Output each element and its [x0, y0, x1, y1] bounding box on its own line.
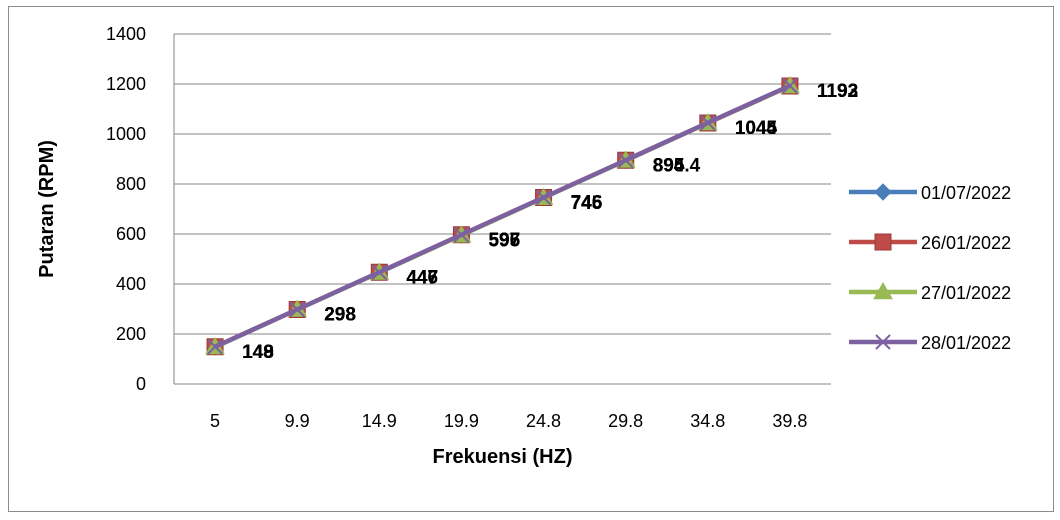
data-label: 1044 [735, 118, 778, 139]
data-label: 1044 [735, 118, 778, 139]
marker-x-stroke [289, 301, 305, 318]
data-label: 298 [324, 305, 356, 326]
data-label: 597 [488, 230, 520, 251]
data-label: 447 [406, 267, 438, 288]
x-tick-label: 29.8 [608, 411, 643, 431]
data-labels: 1482984475967458941045119314929844759774… [242, 81, 858, 363]
data-point [535, 189, 552, 206]
data-label: 745 [571, 193, 603, 214]
data-label: 895 [653, 155, 685, 176]
marker-x-stroke [453, 227, 470, 243]
x-tick-label: 14.9 [362, 411, 397, 431]
y-tick-label: 800 [116, 174, 146, 194]
data-label: 596 [488, 230, 520, 251]
y-tick-label: 0 [136, 374, 146, 394]
data-label: 447 [406, 267, 438, 288]
data-label: 298 [324, 305, 356, 326]
data-label: 1192 [817, 81, 858, 102]
y-tick-label: 1400 [106, 24, 146, 44]
legend-label: 28/01/2022 [921, 333, 1011, 353]
x-tick-label: 19.9 [444, 411, 479, 431]
x-tick-label: 34.8 [690, 411, 725, 431]
y-tick-label: 400 [116, 274, 146, 294]
data-point [453, 227, 470, 243]
x-tick-label: 24.8 [526, 411, 561, 431]
data-label: 148 [242, 342, 274, 363]
data-label: 447 [406, 267, 438, 288]
y-tick-label: 600 [116, 224, 146, 244]
legend-item: 28/01/2022 [849, 333, 1011, 353]
y-tick-label: 1000 [106, 124, 146, 144]
legend-item: 26/01/2022 [849, 233, 1011, 253]
marker-x-stroke [782, 78, 798, 94]
y-axis-title: Putaran (RPM) [36, 140, 58, 278]
legend-label: 01/07/2022 [921, 183, 1011, 203]
legend-label: 26/01/2022 [921, 233, 1011, 253]
marker-x-stroke [535, 189, 552, 206]
gridlines [173, 33, 831, 385]
marker-x-stroke [875, 334, 891, 350]
legend-marker [874, 233, 892, 251]
y-tick-label: 1200 [106, 74, 146, 94]
data-point [782, 78, 798, 94]
marker-x-stroke [700, 115, 716, 131]
data-label: 595 [488, 230, 520, 251]
data-label: 895 [653, 155, 685, 176]
data-label: 746 [571, 193, 603, 214]
legend: 01/07/2022 26/01/2022 27/01/2022 28/01/2022 [849, 183, 1011, 353]
marker-x-stroke [371, 264, 388, 280]
data-label: 894 [653, 156, 685, 177]
data-label: 149 [242, 342, 274, 363]
x-axis-title: Frekuensi (HZ) [432, 446, 572, 468]
data-point [289, 301, 305, 318]
x-tick-label: 9.9 [285, 411, 310, 431]
chart-frame: 0 200 400 600 800 1000 1200 1400 5 9.9 14.9 19.9 24… [8, 6, 1054, 512]
data-point [617, 152, 634, 168]
y-tick-label: 200 [116, 324, 146, 344]
data-point [371, 264, 388, 280]
x-tick-labels: 5 9.9 14.9 19.9 24.8 29.8 34.8 39.8 [210, 411, 807, 431]
data-label: 1193 [817, 81, 858, 102]
data-label: 148 [242, 342, 274, 363]
data-label: 1045 [735, 118, 778, 139]
data-label: 597 [488, 230, 520, 251]
x-tick-label: 39.8 [772, 411, 807, 431]
legend-marker [875, 334, 891, 350]
data-point [700, 115, 716, 131]
data-label: 1192 [817, 81, 858, 102]
data-label: 1045 [735, 118, 778, 139]
legend-label: 27/01/2022 [921, 283, 1011, 303]
legend-item: 27/01/2022 [849, 281, 1011, 303]
data-label: 894.4 [653, 155, 701, 176]
line-chart: 0 200 400 600 800 1000 1200 1400 5 9.9 14.9 19.9 24… [36, 24, 1011, 468]
data-label: 745 [571, 193, 603, 214]
data-label: 446 [406, 268, 438, 289]
x-tick-label: 5 [210, 411, 220, 431]
data-label: 298 [324, 305, 356, 326]
marker-x-stroke [207, 339, 223, 355]
series-lines [205, 75, 800, 356]
legend-marker [874, 183, 892, 201]
legend-marker [873, 281, 893, 300]
data-point [207, 339, 223, 355]
data-label: 298 [324, 305, 356, 326]
data-label: 149 [242, 342, 274, 363]
series-line-4 [214, 83, 791, 349]
marker-x-stroke [617, 152, 634, 168]
data-label: 746 [571, 193, 603, 214]
data-label: 1193 [817, 81, 858, 102]
y-tick-labels: 0 200 400 600 800 1000 1200 1400 [106, 24, 146, 394]
legend-item: 01/07/2022 [849, 183, 1011, 203]
